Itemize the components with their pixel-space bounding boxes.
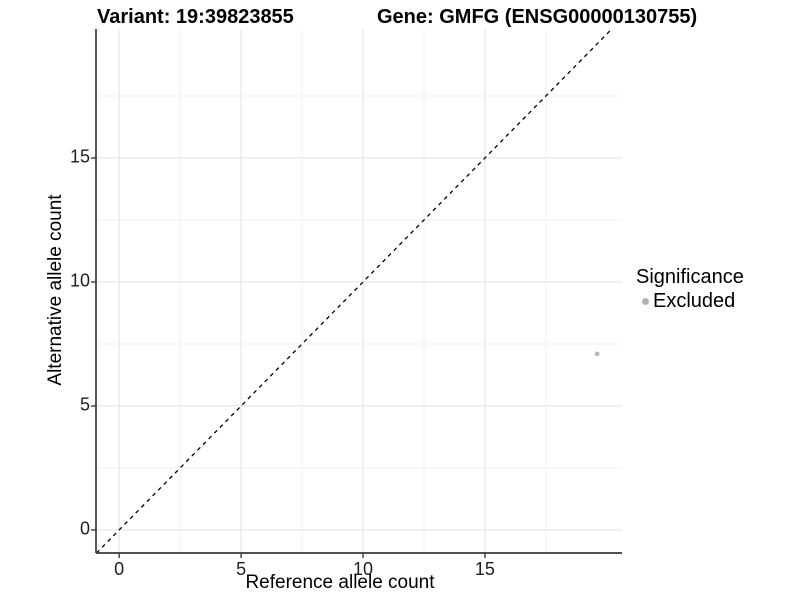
legend: Significance Excluded (636, 266, 744, 312)
legend-key-dot-icon (642, 297, 649, 305)
y-tick-label: 0 (79, 518, 90, 539)
y-tick-label: 15 (69, 146, 90, 167)
x-tick-label: 10 (353, 559, 374, 579)
y-axis-title: Alternative allele count (45, 194, 66, 386)
x-tick-label: 15 (474, 559, 495, 579)
legend-title: Significance (636, 266, 744, 288)
plot-title-gene: Gene: GMFG (ENSG00000130755) (377, 6, 698, 28)
x-tick-label: 0 (114, 559, 125, 579)
y-tick-label: 10 (69, 270, 90, 291)
plot-title-variant: Variant: 19:39823855 (97, 6, 294, 28)
identity-line (96, 28, 613, 554)
legend-item-label: Excluded (653, 290, 736, 312)
data-point (594, 351, 600, 357)
y-tick-label: 5 (79, 394, 90, 415)
legend-item-excluded: Excluded (636, 290, 744, 312)
x-tick-label: 5 (236, 559, 247, 579)
x-axis-title: Reference allele count (245, 572, 435, 593)
